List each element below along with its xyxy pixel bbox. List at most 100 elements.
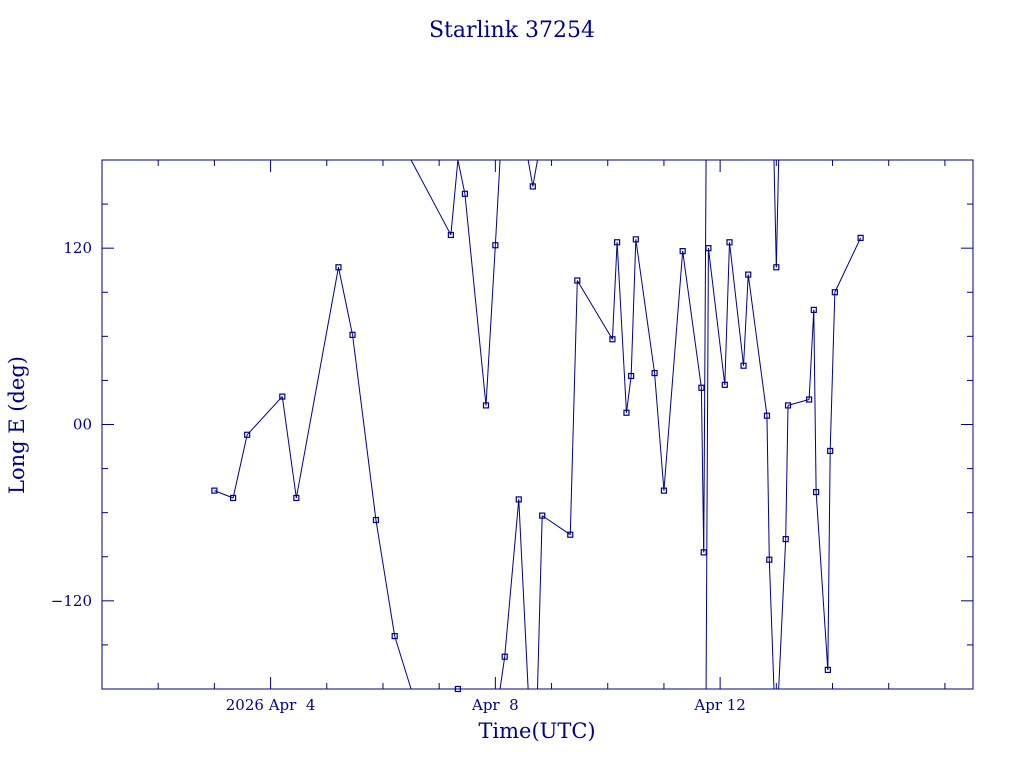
series-segment — [625, 375, 632, 413]
plot-area — [211, 159, 864, 693]
series-segment — [532, 159, 538, 187]
y-axis-label: Long E (deg) — [5, 356, 29, 494]
x-axis-label: Time(UTC) — [478, 719, 595, 743]
series-segment — [829, 292, 836, 451]
series-segment — [703, 159, 707, 553]
data-point — [705, 245, 712, 252]
data-point — [391, 632, 398, 640]
series-segment — [728, 242, 745, 366]
series-segment — [743, 274, 749, 366]
series-segment — [700, 387, 705, 553]
data-point — [660, 487, 668, 494]
series-segment — [337, 267, 354, 335]
series-segment — [410, 159, 452, 236]
series-segment — [766, 415, 770, 560]
data-point — [567, 531, 574, 538]
series-segment — [785, 405, 789, 540]
series-segment — [457, 159, 466, 194]
series-segment — [352, 334, 377, 521]
y-tick-label: 120 — [63, 239, 92, 257]
data-point — [784, 402, 792, 409]
series-segment — [576, 280, 613, 340]
series-segment — [569, 280, 578, 535]
series-segment — [808, 309, 815, 400]
axis-ticks — [102, 160, 973, 689]
data-point — [529, 183, 536, 190]
data-point — [763, 412, 771, 419]
series-segment — [611, 242, 618, 340]
series-segment — [485, 245, 496, 406]
series-segment — [527, 159, 534, 187]
series-segment — [450, 159, 459, 235]
series-segment — [778, 539, 787, 690]
axis-tick-labels: 2026 Apr 4 Apr 8 Apr 12 120 00 −120 — [51, 239, 746, 714]
series-segment — [394, 635, 412, 690]
series-segment — [813, 309, 817, 493]
data-point — [651, 369, 658, 377]
data-point — [623, 409, 630, 416]
data-point — [773, 264, 780, 271]
data-point — [766, 556, 773, 563]
data-point — [482, 402, 490, 409]
series-segment — [616, 242, 627, 413]
data-point — [824, 666, 831, 673]
data-point — [698, 384, 705, 391]
series-segment — [787, 399, 810, 406]
data-point — [609, 336, 616, 343]
series-segment — [281, 396, 297, 499]
x-tick-label: Apr 12 — [693, 696, 745, 714]
series-segment — [214, 490, 234, 499]
data-point — [831, 289, 838, 296]
data-point — [782, 536, 789, 543]
data-point — [813, 488, 820, 496]
series-segment — [705, 248, 709, 690]
series-segment — [246, 396, 283, 436]
data-point — [515, 496, 522, 503]
series-segment — [827, 450, 831, 670]
series-segment — [773, 159, 777, 268]
data-point — [679, 248, 686, 255]
data-point — [501, 653, 508, 660]
data-point — [810, 306, 817, 313]
data-point — [279, 393, 286, 400]
data-point — [632, 236, 639, 243]
series-segment — [663, 251, 684, 491]
series-segment — [775, 159, 780, 268]
data-point — [230, 494, 237, 502]
series-segment — [541, 515, 571, 536]
series-segment — [464, 193, 487, 406]
data-point — [447, 231, 454, 239]
series-segment — [724, 242, 730, 385]
data-point — [349, 331, 356, 338]
data-point — [539, 512, 546, 519]
data-point — [827, 447, 834, 455]
data-point — [335, 264, 342, 271]
data-point — [461, 190, 469, 197]
data-point — [372, 516, 380, 524]
series-segment — [815, 492, 829, 670]
data-point — [614, 239, 621, 246]
data-point — [211, 487, 218, 494]
series-segment — [518, 499, 529, 690]
data-point — [454, 685, 461, 693]
x-tick-label: Apr 8 — [471, 696, 519, 714]
y-tick-label: 00 — [73, 416, 92, 434]
y-tick-label: −120 — [51, 592, 92, 610]
data-point — [492, 242, 499, 249]
data-point — [628, 372, 635, 380]
series-segment — [295, 267, 339, 499]
x-tick-label: 2026 Apr 4 — [226, 696, 316, 714]
series-segment — [375, 519, 396, 637]
data-point — [806, 396, 813, 403]
series-segment — [747, 274, 768, 416]
series-segment — [834, 237, 862, 293]
data-point — [700, 549, 707, 556]
data-point — [721, 381, 728, 388]
data-point — [726, 239, 733, 246]
series-segment — [232, 434, 248, 499]
data-point — [293, 494, 300, 502]
data-point — [574, 277, 581, 284]
series-segment — [707, 248, 726, 385]
series-segment — [630, 239, 637, 377]
